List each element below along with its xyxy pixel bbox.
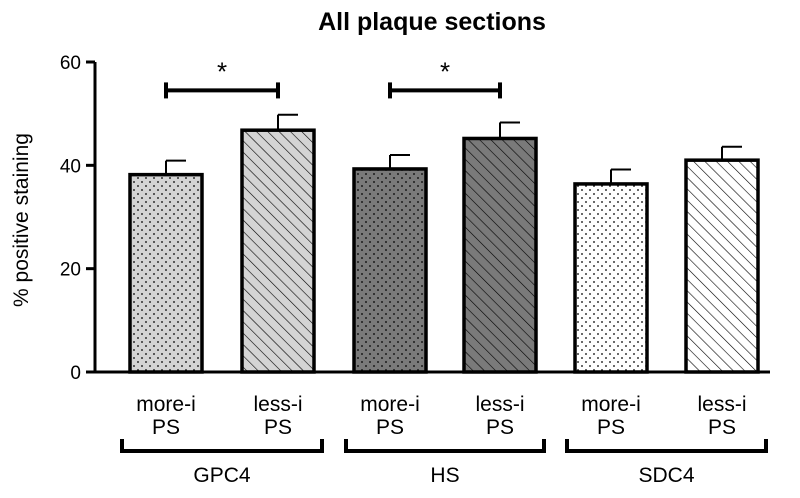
category-label-line1: less-i (697, 393, 746, 416)
category-label-line2: PS (486, 416, 514, 439)
category-label-line1: less-i (475, 393, 524, 416)
category-label-line1: less-i (253, 393, 302, 416)
axes: 0 20 40 60 (60, 53, 770, 384)
group-label: HS (430, 464, 459, 487)
y-tick-label: 20 (60, 260, 81, 281)
significance-label: * (217, 56, 227, 86)
bar-pattern (575, 183, 647, 372)
chart-title: All plaque sections (318, 8, 546, 36)
significance-label: * (440, 56, 450, 86)
group-label: GPC4 (193, 464, 251, 487)
bar-pattern (130, 174, 202, 372)
y-tick-label: 0 (70, 363, 81, 384)
bar-pattern (242, 130, 314, 372)
category-label-line2: PS (597, 416, 625, 439)
y-tick-label: 60 (60, 53, 81, 74)
group-label: SDC4 (638, 464, 694, 487)
y-tick-label: 40 (60, 156, 81, 177)
bar-pattern (354, 168, 426, 372)
category-label-line2: PS (708, 416, 736, 439)
category-labels-layer: more-iPSless-iPSmore-iPSless-iPSmore-iPS… (136, 393, 746, 439)
significance-layer: * * (164, 56, 502, 99)
category-label-line2: PS (264, 416, 292, 439)
category-label-line1: more-i (136, 393, 196, 416)
bars-layer (128, 113, 760, 374)
bar-pattern (686, 160, 758, 372)
group-labels-layer: GPC4 HS SDC4 (120, 439, 768, 487)
bar-pattern (464, 138, 536, 372)
category-label-line1: more-i (581, 393, 641, 416)
category-label-line2: PS (376, 416, 404, 439)
category-label-line2: PS (152, 416, 180, 439)
y-axis-label: % positive staining (10, 133, 33, 307)
category-label-line1: more-i (360, 393, 420, 416)
